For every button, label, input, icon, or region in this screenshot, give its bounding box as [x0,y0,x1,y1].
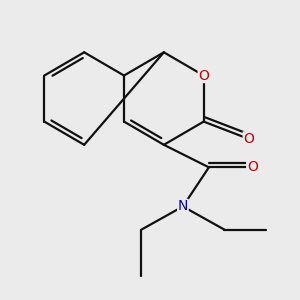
Text: O: O [198,68,209,83]
Text: O: O [243,132,254,146]
Text: O: O [247,160,258,174]
Text: N: N [178,200,188,214]
